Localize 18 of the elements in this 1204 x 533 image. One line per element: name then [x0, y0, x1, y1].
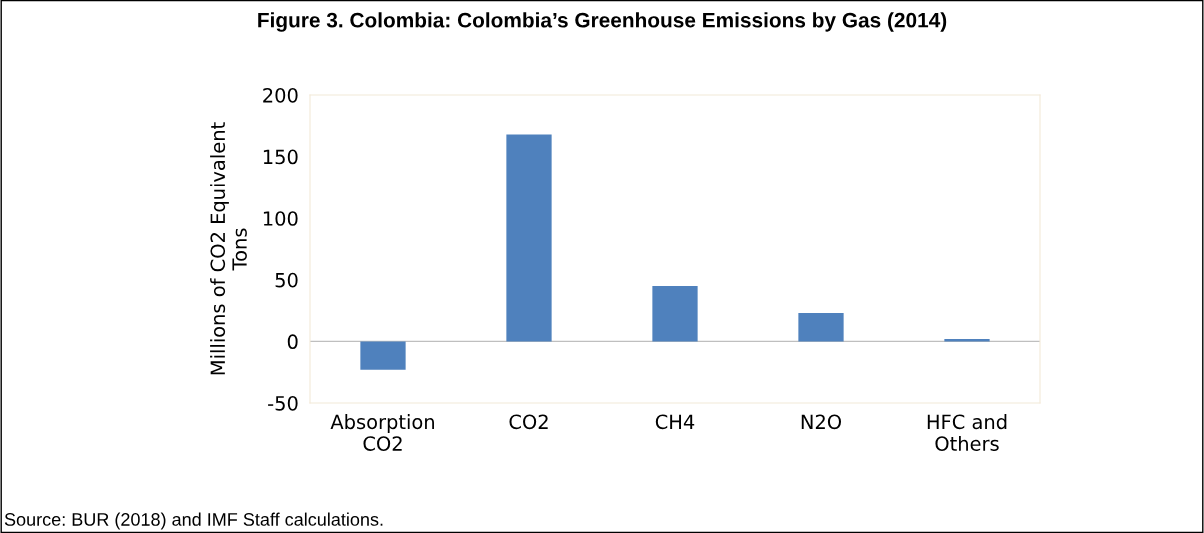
y-tick-label: 0 — [287, 334, 298, 350]
bar — [360, 341, 406, 370]
chart-title: Figure 3. Colombia: Colombia’s Greenhouse Emissions by Gas (2014) — [258, 12, 947, 32]
bar — [652, 285, 698, 342]
bar — [798, 313, 844, 342]
bar — [506, 134, 552, 342]
y-tick-label: 50 — [275, 272, 298, 288]
y-tick-label: -50 — [268, 395, 298, 411]
source-note: Source: BUR (2018) and IMF Staff calculations. — [4, 512, 383, 530]
x-tick-label: HFC and Others — [927, 414, 1007, 451]
x-tick-label: N2O — [801, 414, 842, 430]
x-tick-label: CH4 — [655, 414, 695, 430]
x-tick-label: CO2 — [509, 414, 548, 430]
y-tick-label: 200 — [263, 87, 298, 103]
x-tick-label: Absorption CO2 — [330, 414, 434, 451]
y-axis-title: Millions of CO2 Equivalent Tons — [210, 122, 247, 375]
y-tick-label: 100 — [263, 211, 298, 226]
y-tick-label: 150 — [263, 149, 298, 165]
